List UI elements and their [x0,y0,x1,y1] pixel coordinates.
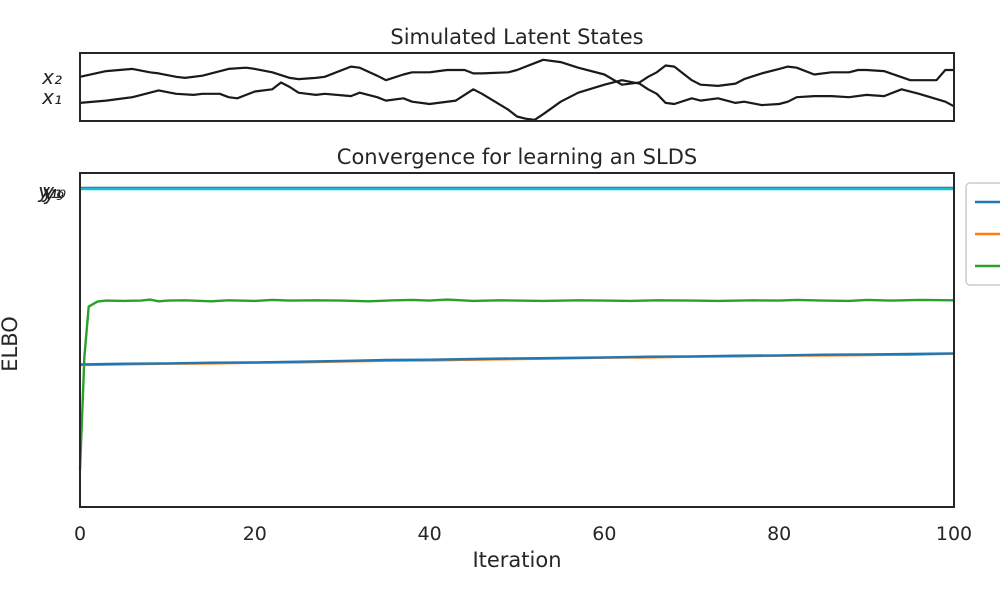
latent-states-panel: Simulated Latent States x₂ x₁ [41,25,955,122]
x-tick-label: 100 [936,523,972,545]
convergence-frame [79,172,955,508]
x-tick-label: 0 [74,523,86,545]
latent-state-line-1 [79,58,954,88]
ytick-label-x2: x₂ [41,65,62,89]
convergence-panel: Convergence for learning an SLDS y₁ y₉ y… [0,145,972,572]
latent-states-title: Simulated Latent States [390,25,643,49]
ytick-label-y10: y₁₀ [37,179,66,203]
legend [965,182,1000,286]
x-tick-label: 60 [592,523,616,545]
x-tick-label: 20 [243,523,267,545]
ytick-label-y1: y₁ [41,179,62,203]
ytick-label-x1: x₁ [41,85,62,109]
latent-state-line-2 [79,79,955,122]
legend-entries [975,200,1000,268]
x-axis-label: Iteration [472,548,561,572]
convergence-lines [78,186,955,471]
convergence-title: Convergence for learning an SLDS [337,145,697,169]
latent-states-frame [79,52,955,122]
latent-states-lines [79,58,955,122]
x-tick-label: 80 [767,523,791,545]
y-axis-label: ELBO [0,316,22,372]
elbo-series-line-5 [79,352,955,366]
ytick-label-y9: y₉ [43,181,64,205]
elbo-series-line-3 [78,298,955,471]
convergence-ytick-labels: y₁ y₉ y₁₀ [37,179,66,205]
x-axis-ticks: 0 20 40 60 80 100 [74,523,972,545]
x-tick-label: 40 [418,523,442,545]
